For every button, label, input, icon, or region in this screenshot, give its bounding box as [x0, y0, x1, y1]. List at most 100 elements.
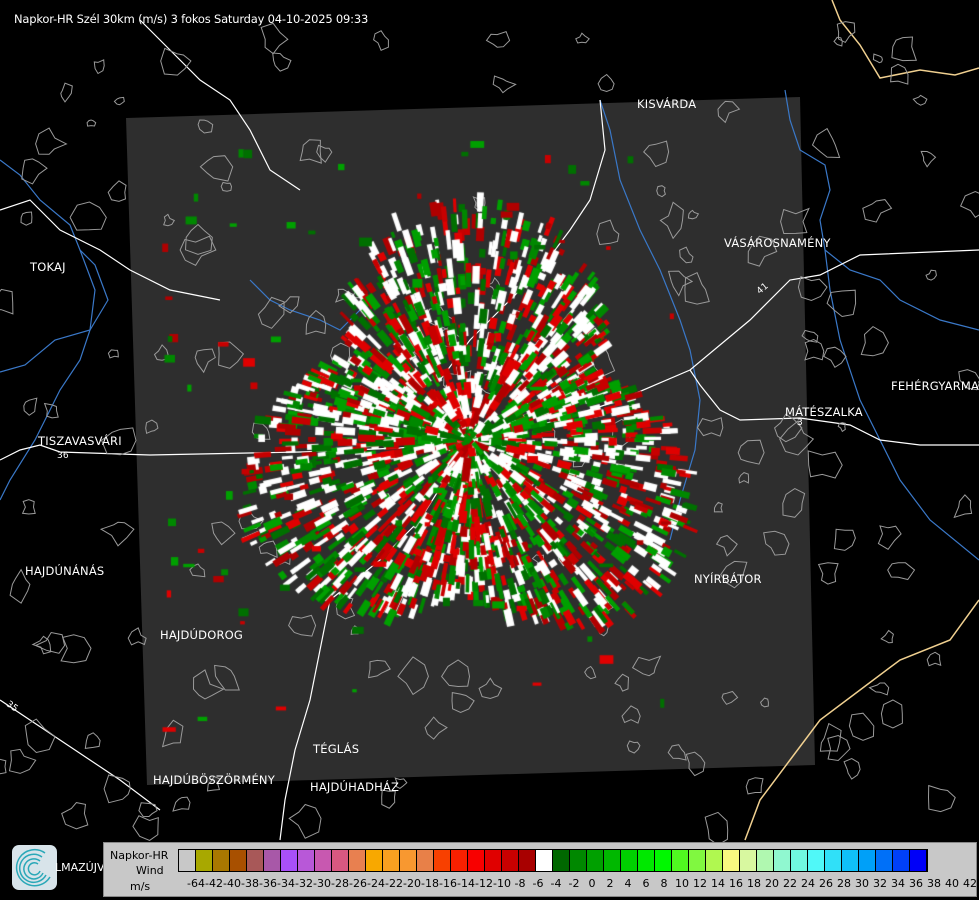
city-label: TISZAVASVÁRI — [38, 434, 122, 448]
legend-swatch — [230, 850, 247, 871]
color-legend: Napkor-HR Wind m/s -64 -42 -40 -38 -36 -34 -32… — [103, 842, 977, 897]
legend-swatch — [383, 850, 400, 871]
legend-label: -18 — [421, 877, 439, 890]
legend-swatch — [519, 850, 536, 871]
legend-label: -14 — [457, 877, 475, 890]
napkor-logo — [12, 845, 57, 890]
legend-label: 28 — [837, 877, 851, 890]
legend-swatch — [213, 850, 230, 871]
legend-label: -20 — [403, 877, 421, 890]
legend-label: 40 — [945, 877, 959, 890]
legend-swatch — [791, 850, 808, 871]
city-label: HAJDÚNÁNÁS — [25, 564, 105, 578]
legend-label: 12 — [693, 877, 707, 890]
legend-label: 38 — [927, 877, 941, 890]
legend-swatch — [366, 850, 383, 871]
map-title: Napkor-HR Szél 30km (m/s) 3 fokos Saturd… — [14, 12, 369, 26]
legend-label: 6 — [642, 877, 650, 890]
city-label: HAJDÚHADHÁZ — [310, 780, 400, 794]
legend-label: -4 — [550, 877, 562, 890]
legend-label: -6 — [532, 877, 544, 890]
legend-swatch — [281, 850, 298, 871]
legend-swatch — [910, 850, 927, 871]
legend-swatches — [178, 849, 928, 872]
legend-swatch — [553, 850, 570, 871]
legend-swatch — [706, 850, 723, 871]
legend-label: -16 — [439, 877, 457, 890]
legend-label: 22 — [783, 877, 797, 890]
legend-swatch — [196, 850, 213, 871]
legend-quantity: Wind — [136, 864, 164, 877]
legend-swatch — [264, 850, 281, 871]
city-label: KISVÁRDA — [637, 97, 697, 111]
legend-swatch — [774, 850, 791, 871]
legend-label: 16 — [729, 877, 743, 890]
legend-swatch — [740, 850, 757, 871]
legend-label: -34 — [277, 877, 295, 890]
city-label: HAJDÚBÖSZÖRMÉNY — [153, 773, 275, 787]
legend-swatch — [825, 850, 842, 871]
legend-label: 8 — [660, 877, 668, 890]
legend-label: 36 — [909, 877, 923, 890]
legend-swatch — [349, 850, 366, 871]
legend-swatch — [332, 850, 349, 871]
legend-label: 0 — [588, 877, 596, 890]
legend-label: -22 — [385, 877, 403, 890]
legend-source: Napkor-HR — [110, 849, 169, 862]
legend-label: -64 — [187, 877, 205, 890]
legend-swatch — [587, 850, 604, 871]
legend-label: 24 — [801, 877, 815, 890]
legend-swatch — [536, 850, 553, 871]
legend-swatch — [417, 850, 434, 871]
legend-swatch — [315, 850, 332, 871]
legend-swatch — [400, 850, 417, 871]
legend-swatch — [672, 850, 689, 871]
legend-swatch — [604, 850, 621, 871]
legend-label: -12 — [475, 877, 493, 890]
legend-label: -2 — [568, 877, 580, 890]
legend-label: -8 — [514, 877, 526, 890]
legend-label: -36 — [259, 877, 277, 890]
legend-label: 30 — [855, 877, 869, 890]
city-label: VÁSÁROSNAMÉNY — [724, 236, 831, 250]
legend-swatch — [485, 850, 502, 871]
legend-swatch — [757, 850, 774, 871]
road-number: 36 — [57, 451, 69, 461]
legend-swatch — [876, 850, 893, 871]
legend-label: 32 — [873, 877, 887, 890]
legend-swatch — [723, 850, 740, 871]
legend-swatch — [570, 850, 587, 871]
city-label: HAJDÚDOROG — [160, 628, 244, 642]
legend-label: -32 — [295, 877, 313, 890]
logo-partial-text: LMAZÚJVÁR — [55, 861, 119, 874]
legend-label: 2 — [606, 877, 614, 890]
legend-swatch — [893, 850, 910, 871]
legend-swatch — [638, 850, 655, 871]
city-label: TOKAJ — [30, 260, 66, 274]
legend-swatch — [808, 850, 825, 871]
legend-label: -24 — [367, 877, 385, 890]
legend-label: 18 — [747, 877, 761, 890]
legend-swatch — [179, 850, 196, 871]
legend-label: 4 — [624, 877, 632, 890]
legend-swatch — [451, 850, 468, 871]
legend-label: 34 — [891, 877, 905, 890]
legend-swatch — [298, 850, 315, 871]
city-label: TÉGLÁS — [313, 742, 360, 756]
legend-label: -42 — [205, 877, 223, 890]
city-label: NYÍRBÁTOR — [694, 572, 762, 586]
legend-swatch — [859, 850, 876, 871]
legend-label: -26 — [349, 877, 367, 890]
legend-label: 42 — [963, 877, 977, 890]
city-label: MÁTÉSZALKA — [785, 405, 863, 419]
legend-label: -28 — [331, 877, 349, 890]
legend-label: 26 — [819, 877, 833, 890]
legend-swatch — [468, 850, 485, 871]
legend-label: -40 — [223, 877, 241, 890]
legend-label: 10 — [675, 877, 689, 890]
legend-swatch — [502, 850, 519, 871]
road-number: 3 — [797, 418, 803, 428]
legend-label: -10 — [493, 877, 511, 890]
legend-label: -38 — [241, 877, 259, 890]
